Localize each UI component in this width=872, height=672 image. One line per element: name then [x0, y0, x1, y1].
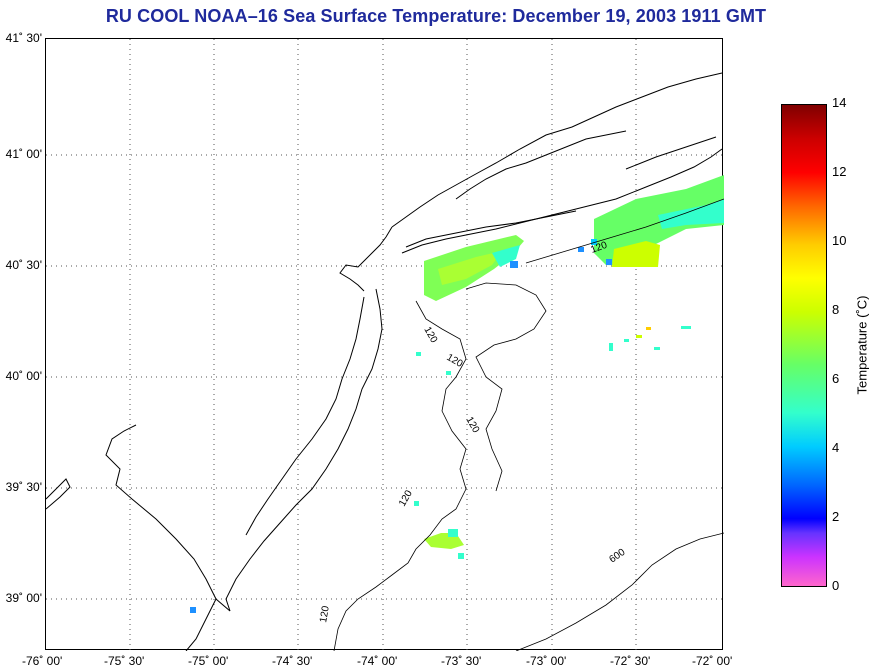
lon-label-74-30: -74˚ 30' [272, 654, 313, 668]
colorbar-tick: 8 [832, 302, 840, 317]
sst-patch-nybight-edge [492, 245, 520, 267]
colorbar-tick: 14 [832, 95, 847, 110]
sst-patch-east-cool [658, 199, 724, 229]
isobath-labels: 120 120 120 120 120 120 600 [318, 240, 628, 624]
lon-label-73-30: -73˚ 30' [441, 654, 482, 668]
colorbar-tick: 2 [832, 509, 840, 524]
isobath-label: 120 [397, 488, 415, 508]
sst-patch-nybight-core [438, 251, 502, 285]
lat-label-39-30: 39˚ 30' [5, 480, 42, 494]
lat-label-40-30: 40˚ 30' [5, 258, 42, 272]
colorbar-label: Temperature (˚C) [854, 295, 870, 395]
isobath-label: 600 [607, 547, 627, 566]
isobath-label: 120 [318, 605, 332, 624]
isobath-label: 120 [445, 352, 465, 370]
sst-pixels [190, 175, 724, 613]
lon-label-75-00: -75˚ 00' [188, 654, 229, 668]
lat-label-40-00: 40˚ 00' [5, 369, 42, 383]
coastline [46, 72, 723, 651]
isobath-label: 120 [421, 325, 439, 345]
lon-label-72-30: -72˚ 30' [610, 654, 651, 668]
lon-label-74-00: -74˚ 00' [357, 654, 398, 668]
colorbar-tick: 6 [832, 371, 840, 386]
map-title: RU COOL NOAA–16 Sea Surface Temperature:… [105, 6, 767, 26]
graticule [46, 39, 724, 651]
isobaths [333, 198, 724, 651]
temperature-colorbar [781, 104, 827, 587]
lon-label-76-00: -76˚ 00' [22, 654, 63, 668]
lon-label-75-30: -75˚ 30' [104, 654, 145, 668]
sst-patch-east [594, 175, 724, 267]
isobath-label: 120 [463, 415, 481, 435]
colorbar-tick: 12 [832, 164, 847, 179]
sst-patch-east-warm [612, 241, 660, 267]
lat-label-41-30: 41˚ 30' [5, 31, 42, 45]
sst-map: 120 120 120 120 120 120 600 [45, 38, 724, 651]
lat-label-41-00: 41˚ 00' [5, 147, 42, 161]
colorbar-tick: 0 [832, 578, 840, 593]
lon-label-72-00: -72˚ 00' [692, 654, 733, 668]
lon-label-73-00: -73˚ 00' [526, 654, 567, 668]
lat-label-39-00: 39˚ 00' [5, 591, 42, 605]
colorbar-tick: 10 [832, 233, 847, 248]
colorbar-tick: 4 [832, 440, 840, 455]
